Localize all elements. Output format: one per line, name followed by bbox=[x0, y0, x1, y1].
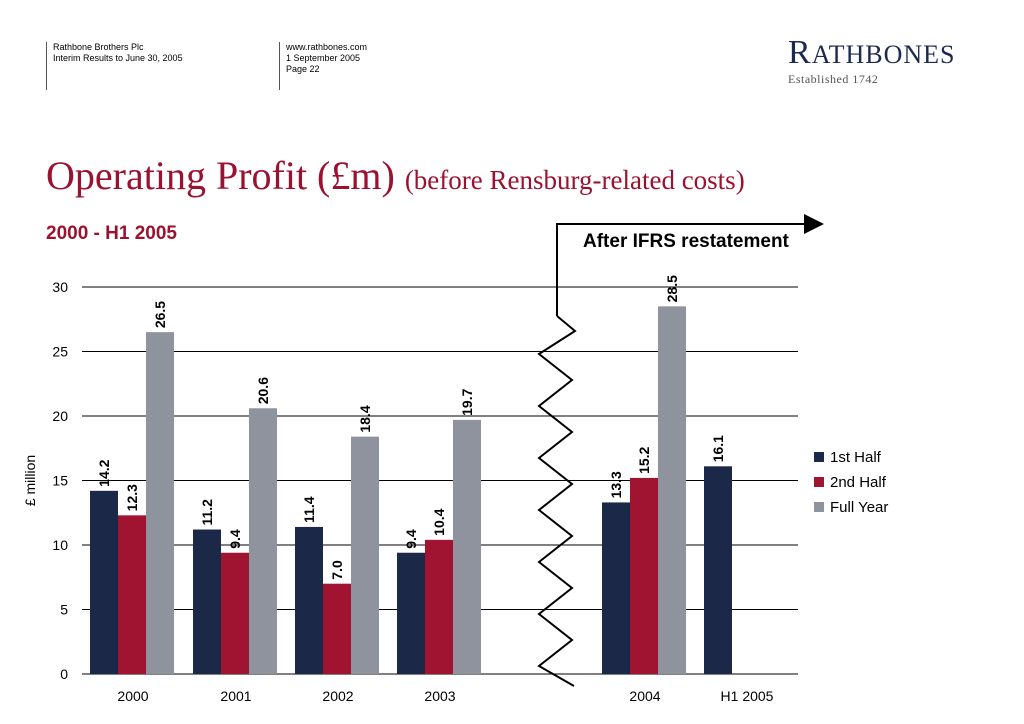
rathbones-logo: RATHBONES Established 1742 bbox=[788, 34, 956, 87]
y-tick-label: 25 bbox=[52, 344, 68, 360]
legend-label-full-year: Full Year bbox=[830, 499, 888, 516]
data-label: 28.5 bbox=[664, 275, 680, 302]
bar-second-half bbox=[323, 583, 351, 674]
logo-established: Established 1742 bbox=[788, 72, 879, 86]
legend-swatch-full-year bbox=[814, 502, 824, 512]
data-label: 9.4 bbox=[403, 529, 419, 549]
title-subtitle: (before Rensburg-related costs) bbox=[404, 165, 745, 195]
legend-label-second-half: 2nd Half bbox=[830, 474, 887, 491]
title-main: Operating Profit (£m) bbox=[46, 153, 395, 198]
x-tick-label: 2002 bbox=[322, 688, 353, 704]
data-label: 16.1 bbox=[710, 435, 726, 462]
header-divider-left bbox=[46, 42, 47, 90]
website: www.rathbones.com bbox=[286, 42, 368, 52]
data-label: 20.6 bbox=[255, 377, 271, 404]
axis-break-zigzag bbox=[537, 315, 577, 687]
header-meta: www.rathbones.com 1 September 2005 Page … bbox=[286, 42, 367, 75]
data-label: 10.4 bbox=[431, 508, 447, 535]
bar-full-year bbox=[249, 408, 277, 674]
report-title: Interim Results to June 30, 2005 bbox=[53, 53, 183, 63]
x-tick-label: 2001 bbox=[220, 688, 251, 704]
bar-first-half bbox=[193, 529, 221, 674]
y-tick-label: 15 bbox=[52, 473, 68, 489]
slide-title: Operating Profit (£m) (before Rensburg-r… bbox=[46, 152, 745, 204]
data-label: 15.2 bbox=[636, 446, 652, 473]
ifrs-arrow bbox=[556, 214, 824, 316]
data-label: 14.2 bbox=[96, 459, 112, 486]
bar-first-half bbox=[90, 490, 118, 674]
period-label: 2000 - H1 2005 bbox=[46, 223, 177, 244]
data-label: 26.5 bbox=[152, 301, 168, 328]
data-label: 13.3 bbox=[608, 471, 624, 498]
y-tick-label: 30 bbox=[52, 279, 68, 295]
x-tick-label: 2003 bbox=[424, 688, 455, 704]
header-company-info: Rathbone Brothers Plc Interim Results to… bbox=[53, 42, 183, 64]
bar-full-year bbox=[453, 419, 481, 674]
bar-second-half bbox=[630, 477, 658, 674]
y-tick-label: 5 bbox=[60, 602, 68, 618]
data-label: 11.2 bbox=[199, 499, 215, 526]
bar-full-year bbox=[658, 306, 686, 674]
y-tick-label: 20 bbox=[52, 408, 68, 424]
x-tick-label: 2004 bbox=[629, 688, 660, 704]
logo-wordmark: RATHBONES bbox=[788, 34, 956, 71]
report-date: 1 September 2005 bbox=[286, 53, 361, 63]
bar-first-half bbox=[704, 466, 732, 674]
page-number: Page 22 bbox=[286, 64, 320, 74]
data-label: 12.3 bbox=[124, 484, 140, 511]
bar-second-half bbox=[118, 515, 146, 674]
x-tick-label: H1 2005 bbox=[721, 688, 774, 704]
legend-label-first-half: 1st Half bbox=[830, 449, 882, 466]
data-label: 19.7 bbox=[459, 388, 475, 415]
data-label: 9.4 bbox=[227, 529, 243, 549]
x-tick-label: 2000 bbox=[117, 688, 148, 704]
bar-full-year bbox=[351, 436, 379, 674]
data-label: 11.4 bbox=[301, 496, 317, 523]
bar-first-half bbox=[295, 526, 323, 674]
ifrs-annotation: After IFRS restatement bbox=[583, 231, 790, 252]
bar-second-half bbox=[221, 552, 249, 674]
legend-swatch-second-half bbox=[814, 477, 824, 487]
data-label: 18.4 bbox=[357, 405, 373, 432]
company-name: Rathbone Brothers Plc bbox=[53, 42, 144, 52]
legend-swatch-first-half bbox=[814, 452, 824, 462]
bar-full-year bbox=[146, 332, 174, 674]
bar-second-half bbox=[425, 539, 453, 674]
y-tick-label: 0 bbox=[60, 666, 68, 682]
bar-first-half bbox=[397, 552, 425, 674]
header-divider-right bbox=[279, 42, 280, 90]
bar-first-half bbox=[602, 502, 630, 674]
data-label: 7.0 bbox=[329, 560, 345, 580]
y-tick-label: 10 bbox=[52, 537, 68, 553]
y-axis-label: £ million bbox=[22, 455, 38, 506]
